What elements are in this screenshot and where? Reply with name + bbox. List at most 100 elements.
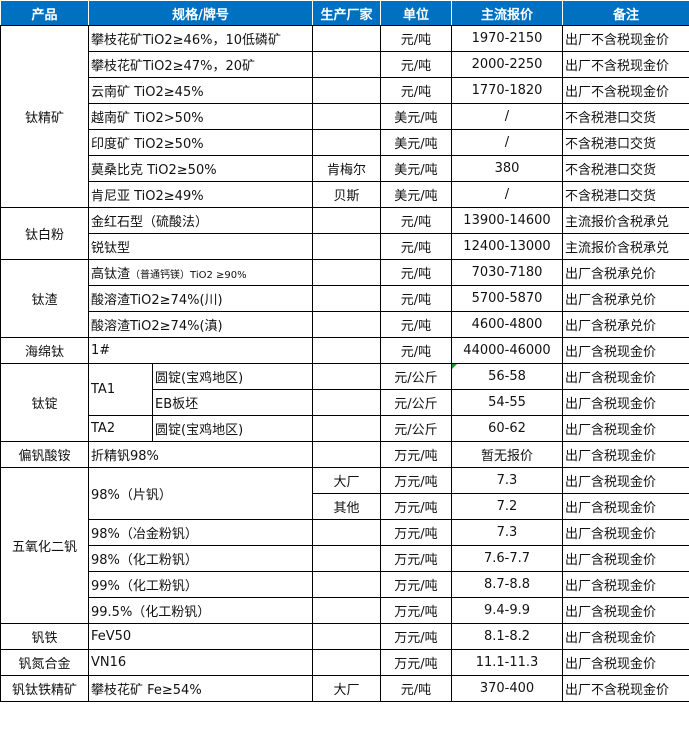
note-cell: 出厂含税承兑价	[562, 311, 689, 338]
header-maker: 生产厂家	[312, 0, 381, 26]
maker-cell	[312, 207, 381, 234]
spec-cell: 折精钒98%	[88, 441, 313, 468]
unit-cell: 元/吨	[380, 311, 452, 338]
spec-cell: FeV50	[88, 623, 313, 650]
table-row: 钒氮合金 VN16 万元/吨 11.1-11.3 出厂含税现金价	[0, 649, 689, 676]
table-row: 云南矿 TiO2≥45% 元/吨 1770-1820 出厂不含税现金价	[1, 77, 689, 104]
spec-text: 攀枝花矿TiO2≥46%，10低磷矿	[91, 33, 281, 48]
note-cell: 出厂含税现金价	[562, 363, 689, 390]
note-cell: 主流报价含税承兑	[562, 233, 689, 260]
table-row: 越南矿 TiO2>50% 美元/吨 / 不含税港口交货	[1, 103, 689, 130]
unit-cell: 元/吨	[380, 233, 452, 260]
header-unit: 单位	[380, 0, 452, 26]
note-cell: 出厂含税现金价	[562, 337, 689, 364]
maker-cell: 大厂	[312, 467, 381, 494]
spec-cell: 攀枝花矿TiO2≥46%，10低磷矿	[88, 25, 313, 52]
price-value: 9.4-9.9	[483, 603, 531, 618]
spec-text: 攀枝花矿 Fe≥54%	[91, 683, 202, 698]
spec-cell: EB板坯	[152, 389, 313, 416]
spec-text: 越南矿 TiO2>50%	[91, 111, 204, 126]
spec-text: 印度矿 TiO2≥50%	[91, 137, 204, 152]
table-row: 酸溶渣TiO2≥74%(滇) 元/吨 4600-4800 出厂含税承兑价	[1, 311, 689, 338]
maker-cell: 大厂	[312, 675, 381, 702]
note-cell: 出厂含税现金价	[562, 597, 689, 624]
maker-cell	[312, 77, 381, 104]
unit-cell: 元/吨	[380, 259, 452, 286]
spec-text: 锐钛型	[91, 241, 131, 256]
unit-cell: 元/吨	[380, 207, 452, 234]
price-cell: 1770-1820	[451, 77, 563, 104]
spec-text: 99%（化工粉钒）	[91, 579, 198, 594]
price-cell: 暂无报价	[451, 441, 563, 468]
note-cell: 出厂含税现金价	[562, 493, 689, 520]
maker-cell	[312, 25, 381, 52]
note-cell: 出厂含税承兑价	[562, 259, 689, 286]
unit-cell: 美元/吨	[380, 103, 452, 130]
spec-cell: 肯尼亚 TiO2≥49%	[88, 181, 313, 208]
price-cell: 9.4-9.9	[451, 597, 563, 624]
maker-cell	[312, 649, 381, 676]
table-row: 钒铁 FeV50 万元/吨 8.1-8.2 出厂含税现金价	[0, 623, 689, 650]
price-cell: 11.1-11.3	[451, 649, 563, 676]
price-cell: 13900-14600	[451, 207, 563, 234]
price-value: 56-58	[488, 369, 526, 384]
table-row: 五氧化二钒 98%（片钒） 大厂 万元/吨 7.3 出厂含税现金价	[0, 467, 689, 624]
table-row: 钛锭 TA1 圆锭(宝鸡地区) 元/公斤 56-58 出厂含税现金价	[0, 363, 689, 442]
spec-cell: 98%（冶金粉钒）	[88, 519, 313, 546]
table-row: 攀枝花矿TiO2≥47%，20矿 元/吨 2000-2250 出厂不含税现金价	[1, 51, 689, 78]
unit-cell: 元/吨	[380, 51, 452, 78]
product-cell: 海绵钛	[0, 337, 89, 364]
note-cell: 不含税港口交货	[562, 181, 689, 208]
price-value: 380	[494, 161, 520, 176]
table-row: 印度矿 TiO2≥50% 美元/吨 / 不含税港口交货	[1, 129, 689, 156]
price-value: 11.1-11.3	[475, 655, 539, 670]
note-cell: 主流报价含税承兑	[562, 207, 689, 234]
maker-cell	[312, 103, 381, 130]
table-row: 钛白粉 金红石型（硫酸法） 元/吨 13900-14600 主流报价含税承兑	[0, 207, 689, 260]
price-value: 8.1-8.2	[483, 629, 531, 644]
price-cell: 380	[451, 155, 563, 182]
spec-cell: 99.5%（化工粉钒）	[88, 597, 313, 624]
note-cell: 出厂不含税现金价	[562, 25, 689, 52]
spec-text: 98%（冶金粉钒）	[91, 527, 198, 542]
unit-cell: 元/吨	[380, 675, 452, 702]
table-row: 其他 万元/吨 7.2 出厂含税现金价	[1, 493, 689, 520]
unit-cell: 万元/吨	[380, 571, 452, 598]
spec-cell: 高钛渣（普通钙镁）TiO2 ≥90%	[88, 259, 313, 286]
price-value: 1970-2150	[471, 31, 543, 46]
note-cell: 出厂不含税现金价	[562, 77, 689, 104]
unit-cell: 元/吨	[380, 285, 452, 312]
price-value: 12400-13000	[463, 239, 551, 254]
table-row: 98%（化工粉钒） 万元/吨 7.6-7.7 出厂含税现金价	[1, 545, 689, 572]
unit-cell: 元/吨	[380, 337, 452, 364]
price-cell: /	[451, 129, 563, 156]
spec-cell: VN16	[88, 649, 313, 676]
unit-cell: 万元/吨	[380, 493, 452, 520]
maker-cell	[312, 623, 381, 650]
note-cell: 不含税港口交货	[562, 129, 689, 156]
price-cell: /	[451, 103, 563, 130]
spec-cell: 越南矿 TiO2>50%	[88, 103, 313, 130]
spec-text: 折精钒98%	[91, 449, 159, 464]
price-cell: 7.6-7.7	[451, 545, 563, 572]
product-cell: 钛渣	[0, 259, 89, 338]
unit-cell: 元/吨	[380, 77, 452, 104]
maker-cell	[312, 545, 381, 572]
price-value: 1770-1820	[471, 83, 543, 98]
unit-cell: 元/吨	[380, 25, 452, 52]
spec-cell: 锐钛型	[88, 233, 313, 260]
price-value: 7.3	[496, 525, 518, 540]
product-cell: 偏钒酸铵	[0, 441, 89, 468]
header-note: 备注	[562, 0, 689, 26]
table-row: 99.5%（化工粉钒） 万元/吨 9.4-9.9 出厂含税现金价	[1, 597, 689, 624]
table-row: 钛精矿 攀枝花矿TiO2≥46%，10低磷矿 元/吨 1970-2150 出厂不含税现金…	[0, 25, 689, 208]
note-cell: 出厂含税现金价	[562, 623, 689, 650]
spec-detail: （普通钙镁）TiO2 ≥90%	[130, 270, 247, 281]
comment-marker-icon	[452, 364, 457, 369]
price-cell: 5700-5870	[451, 285, 563, 312]
maker-cell	[312, 233, 381, 260]
maker-cell	[312, 285, 381, 312]
spec-cell: 酸溶渣TiO2≥74%(滇)	[88, 311, 313, 338]
product-cell: 钒铁	[0, 623, 89, 650]
header-product: 产品	[0, 0, 89, 26]
